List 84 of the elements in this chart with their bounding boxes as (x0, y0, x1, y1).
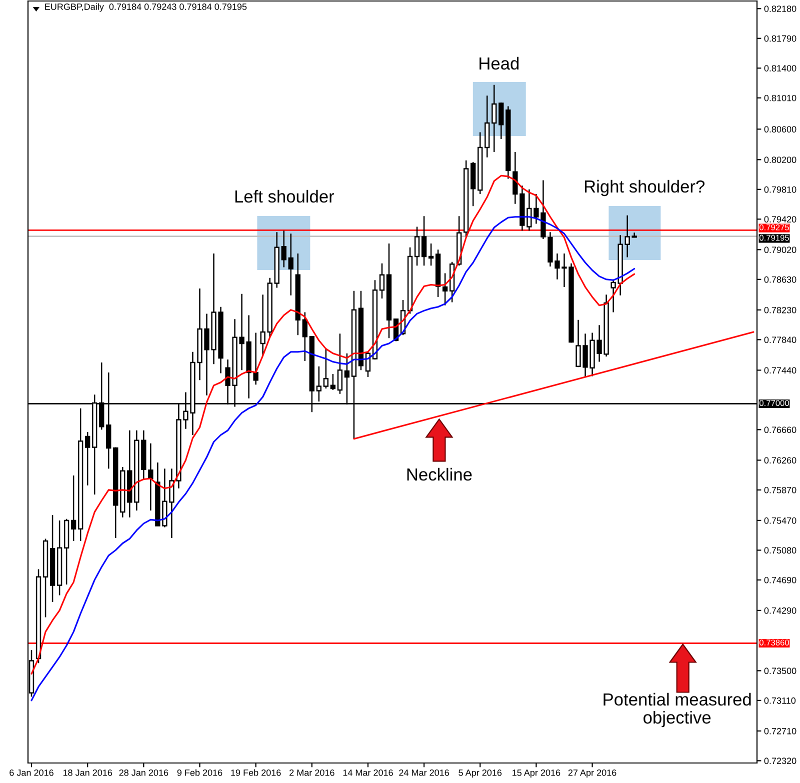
candlestick (414, 226, 420, 266)
y-tick-label: 0.76260 (764, 457, 796, 464)
y-tick-label: 0.80200 (764, 156, 796, 164)
ref-line-label: 0.77000 (760, 400, 789, 406)
y-tick-label: 0.81010 (764, 94, 796, 102)
y-tick-label: 0.75870 (764, 486, 796, 494)
y-tick-label: 0.73110 (764, 697, 796, 704)
candlestick (120, 466, 126, 518)
candlestick (484, 94, 490, 158)
x-tick-label: 28 Jan 2016 (119, 769, 168, 776)
candlestick (84, 431, 90, 486)
candlestick (435, 249, 441, 298)
y-tick-label: 0.81790 (764, 35, 796, 42)
chart-title: EURGBP,Daily 0.79184 0.79243 0.79184 0.79195 (45, 3, 247, 12)
y-tick-label: 0.73500 (764, 668, 796, 674)
y-tick-label: 0.77440 (764, 367, 796, 374)
ref-line-label: 0.73860 (760, 640, 789, 646)
candlestick (337, 332, 343, 394)
y-tick-label: 0.81400 (764, 65, 796, 72)
candlestick (42, 538, 48, 618)
x-tick-label: 24 Mar 2016 (399, 769, 449, 776)
annotation: Neckline (407, 468, 472, 481)
candlestick (379, 262, 385, 300)
annotation: Head (480, 56, 519, 70)
candlestick (386, 242, 392, 339)
x-tick-label: 5 Apr 2016 (458, 769, 502, 778)
annotation: Left shoulder (235, 190, 334, 203)
ref-line-label: 0.79275 (760, 224, 789, 230)
candlestick (141, 430, 146, 480)
candlestick (148, 442, 154, 512)
y-tick-label: 0.78230 (764, 306, 796, 314)
candlestick (470, 161, 476, 207)
candlestick (78, 408, 84, 542)
y-tick-label: 0.75470 (764, 517, 796, 524)
candlestick (274, 231, 280, 288)
candlestick (421, 215, 427, 266)
candlestick (134, 430, 140, 512)
y-tick-label: 0.79810 (764, 186, 796, 193)
ref-line-label: 0.79195 (760, 234, 789, 241)
candlestick (478, 132, 483, 195)
candlestick (113, 446, 118, 539)
y-tick-label: 0.78630 (764, 276, 796, 283)
y-tick-label: 0.72320 (764, 758, 796, 764)
y-tick-label: 0.74290 (764, 607, 796, 614)
x-tick-label: 2 Mar 2016 (290, 769, 334, 776)
y-tick-label: 0.76660 (764, 426, 796, 434)
candlestick (506, 106, 511, 180)
candlestick (295, 252, 300, 336)
candlestick (302, 312, 308, 362)
y-tick-label: 0.82180 (764, 6, 796, 12)
candlestick (70, 474, 76, 542)
y-tick-label: 0.72710 (764, 728, 796, 734)
candlestick (464, 160, 469, 238)
annotation: Right shoulder? (584, 180, 704, 196)
candlestick (407, 246, 413, 314)
x-tick-label: 19 Feb 2016 (231, 769, 281, 776)
x-tick-label: 27 Apr 2016 (568, 769, 616, 778)
x-tick-label: 15 Apr 2016 (512, 769, 560, 778)
y-tick-label: 0.75080 (764, 547, 796, 554)
x-tick-label: 18 Jan 2016 (63, 769, 112, 776)
candlestick (281, 230, 286, 268)
candlestick (372, 280, 378, 360)
candlestick (288, 233, 294, 296)
candlestick (36, 568, 42, 664)
candlestick (50, 514, 56, 603)
y-tick-label: 0.74690 (764, 576, 796, 584)
x-tick-label: 14 Mar 2016 (343, 769, 393, 776)
candlestick (323, 348, 328, 390)
annotation: Potential measured objective (604, 692, 751, 728)
x-tick-label: 9 Feb 2016 (177, 769, 222, 776)
candlestick (492, 84, 497, 153)
y-tick-label: 0.79020 (764, 246, 796, 254)
candlestick (330, 373, 336, 391)
candlestick (64, 518, 70, 586)
y-tick-label: 0.77840 (764, 336, 796, 344)
candlestick (442, 272, 448, 306)
candlestick (498, 102, 504, 140)
y-tick-label: 0.80600 (764, 126, 796, 133)
candlestick (358, 290, 364, 371)
x-tick-label: 6 Jan 2016 (10, 769, 54, 776)
candlestick (127, 430, 132, 518)
y-tick-label: 0.79420 (764, 216, 796, 223)
candlestick (56, 520, 62, 596)
candlestick (428, 242, 434, 266)
